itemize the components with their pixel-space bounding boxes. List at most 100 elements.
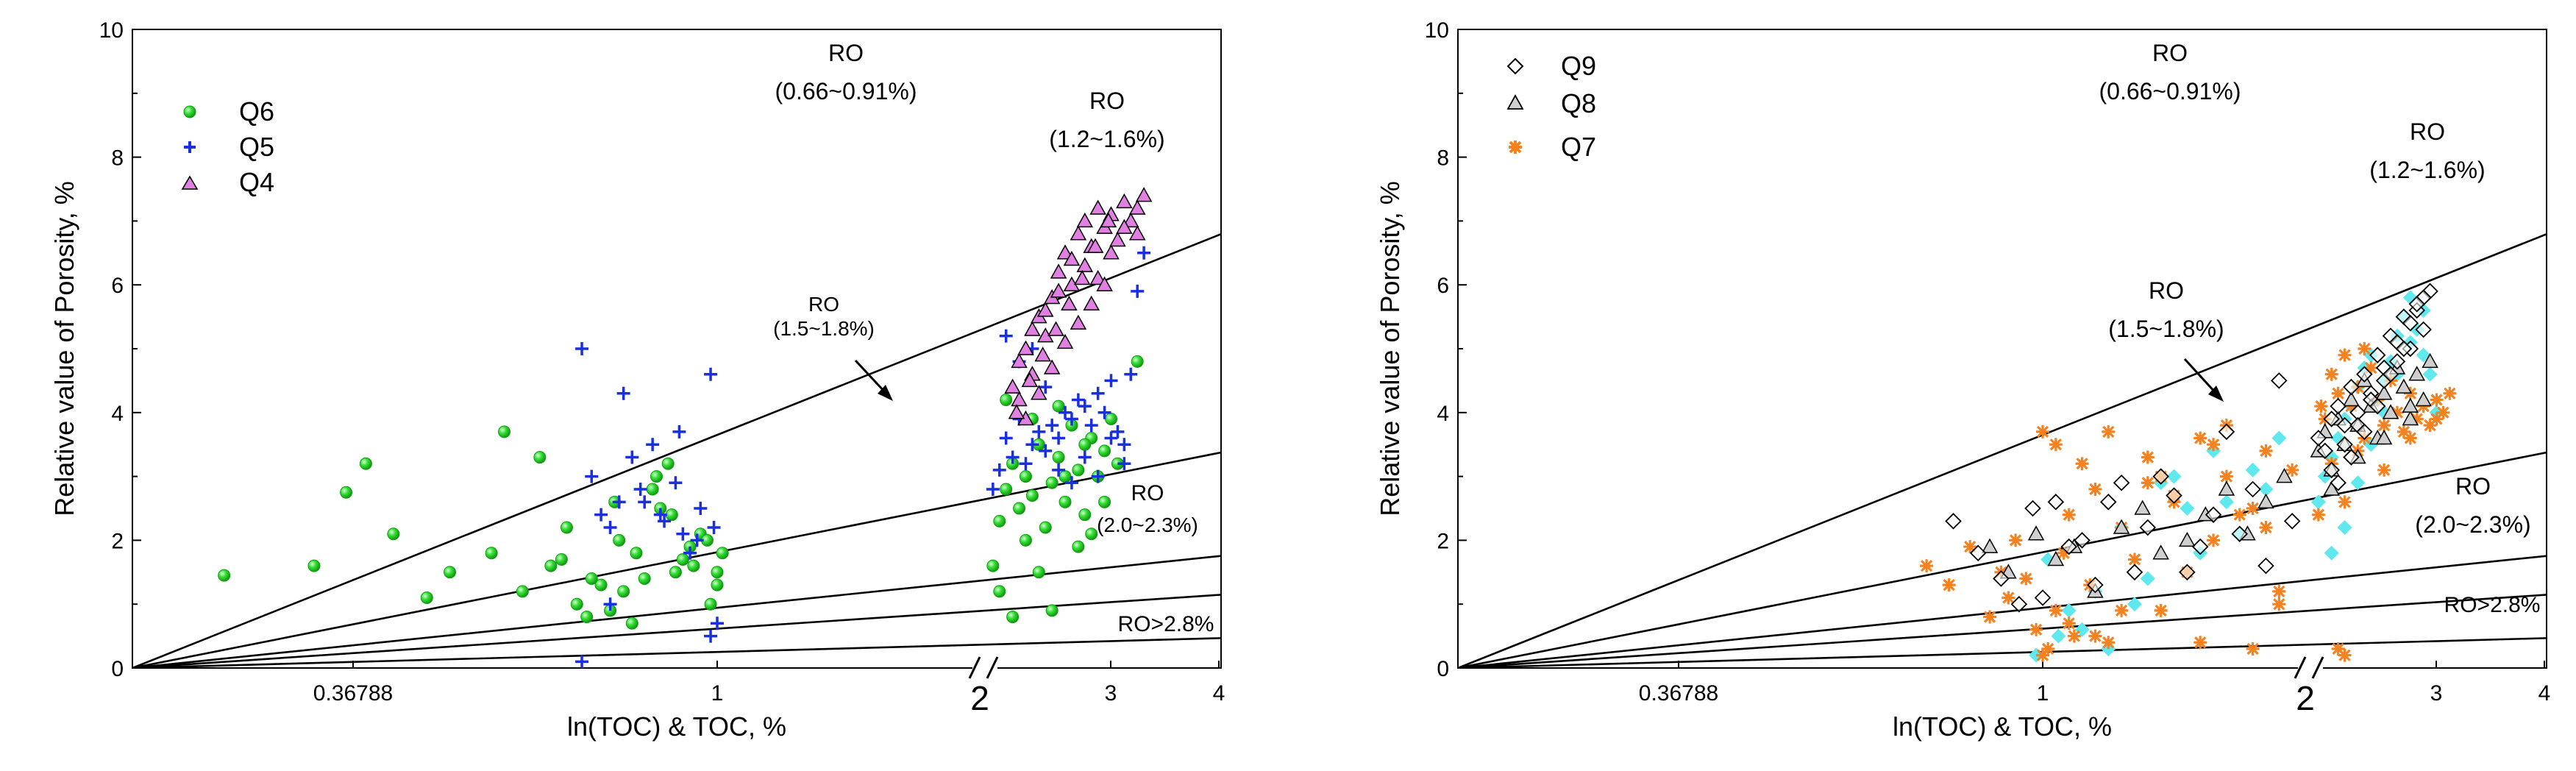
data-point [2179, 531, 2196, 547]
data-point [2009, 533, 2023, 547]
region-label: (0.66~0.91%) [775, 78, 917, 104]
data-point [1052, 451, 1065, 464]
data-point [1004, 378, 1021, 394]
data-point [218, 569, 231, 582]
data-point [1131, 284, 1145, 298]
legend-label: Q8 [1561, 88, 1596, 118]
legend-marker [1509, 141, 1522, 154]
data-point [2443, 386, 2457, 400]
data-point [2029, 622, 2043, 636]
region-boundary-line [1458, 555, 2547, 668]
data-point [1078, 450, 1092, 464]
data-point [2388, 353, 2406, 370]
region-boundary-line [132, 637, 1221, 668]
data-point [1032, 566, 1045, 579]
y-axis: 0 2 4 6 8 10 [99, 18, 141, 681]
data-point [1013, 502, 1026, 515]
legend-item: Q7 [1509, 132, 1596, 162]
data-point [2272, 597, 2286, 611]
data-point [1052, 431, 1066, 445]
data-point [1089, 269, 1106, 285]
data-point [2166, 469, 2182, 484]
data-point [1064, 476, 1078, 490]
data-point [2364, 361, 2378, 375]
y-tick-label: 0 [1437, 657, 1449, 681]
data-point [1071, 393, 1085, 407]
data-point [2356, 366, 2373, 383]
data-point [1983, 610, 1997, 624]
data-point [1116, 218, 1133, 234]
data-point [307, 559, 321, 572]
data-point [630, 547, 643, 560]
data-point [1072, 463, 1085, 477]
data-point [2205, 506, 2222, 523]
data-point [2049, 438, 2063, 452]
x-tick-label: 3 [1105, 681, 1117, 706]
data-point [993, 514, 1006, 527]
data-point [2232, 508, 2246, 522]
region-boundary-line [1458, 451, 2547, 668]
data-point [1137, 246, 1151, 260]
data-point [2034, 589, 2052, 606]
region-boundary-line [132, 594, 1221, 668]
data-point [2377, 419, 2391, 433]
data-point [1011, 391, 1028, 407]
data-point [2350, 475, 2366, 491]
data-point [1025, 438, 1039, 452]
x-axis-label: ln(TOC) & TOC, % [1893, 711, 2112, 742]
data-point [2207, 533, 2221, 547]
x-axis: 0.36788 1 2 3 4 [313, 656, 1225, 717]
data-point [672, 424, 686, 438]
annotation-arrow [854, 359, 893, 401]
data-point [1019, 457, 1033, 471]
data-point [1078, 508, 1092, 522]
data-point [1109, 231, 1126, 247]
data-point [1019, 533, 1032, 547]
data-point [1105, 412, 1117, 425]
data-point [1000, 393, 1013, 406]
data-point [2330, 397, 2346, 415]
data-point [2358, 342, 2372, 355]
data-point [2060, 538, 2077, 555]
data-point [1017, 340, 1034, 355]
data-point [2338, 495, 2352, 509]
y-axis: 0 2 4 6 8 10 [1425, 18, 1467, 681]
legend-item: Q5 [184, 132, 274, 162]
region-label: (1.2~1.6%) [2369, 157, 2485, 183]
data-point [646, 438, 660, 452]
data-point [1039, 444, 1053, 458]
legend-label: Q6 [239, 96, 274, 127]
data-point [2402, 315, 2419, 332]
region-boundary-line [1458, 232, 2547, 668]
data-point [2415, 321, 2432, 338]
data-point [704, 367, 718, 381]
data-point [690, 533, 704, 547]
data-point [1098, 444, 1111, 458]
region-label: (2.0~2.3%) [2415, 511, 2530, 538]
legend-marker [183, 105, 196, 118]
data-point [2141, 450, 2155, 464]
data-point [2218, 480, 2235, 496]
region-boundary-line [1458, 594, 2547, 668]
data-point [1098, 495, 1111, 508]
data-point [2067, 629, 2081, 643]
data-point [2430, 393, 2444, 407]
data-point [2102, 636, 2116, 650]
data-point [1076, 257, 1094, 272]
y-tick-label: 10 [1425, 18, 1449, 43]
data-point [2179, 564, 2196, 581]
x-tick-label: 2 [2296, 679, 2315, 717]
data-point [420, 591, 433, 605]
y-tick-label: 8 [111, 146, 124, 171]
data-point [704, 629, 718, 643]
data-point [2422, 352, 2438, 369]
data-point [1104, 374, 1118, 388]
region-label: RO [2410, 118, 2445, 145]
data-point [485, 547, 498, 560]
data-point [2311, 508, 2325, 522]
data-point [999, 431, 1013, 445]
data-point [2422, 366, 2438, 382]
data-point [711, 566, 724, 579]
data-point [2436, 405, 2450, 419]
